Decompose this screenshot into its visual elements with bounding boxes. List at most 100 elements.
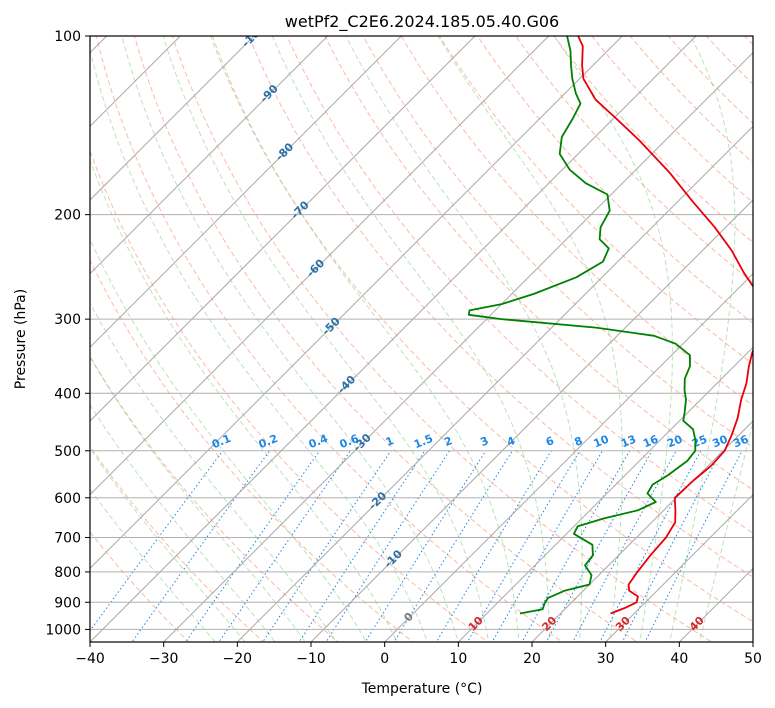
moist-adiabat [90,404,276,642]
mixing-ratio-line [393,450,513,642]
dry-adiabat [90,445,265,642]
y-axis: 100 200 300 400 500 600 700 800 900 1000 [45,29,90,638]
mixing-ratio-label: 13 [619,433,638,451]
dry-adiabat [210,36,753,623]
temperature-profile [577,36,753,615]
mixing-ratio-label: 1 [384,434,396,449]
y-tick-label: 300 [54,312,81,328]
moist-adiabat [162,36,490,642]
mixing-ratio-label: 25 [690,433,709,451]
mixing-ratio-line [185,450,321,642]
y-axis-label: Pressure (hPa) [13,289,29,389]
dry-adiabat [362,36,753,449]
pressure-gridlines [90,36,753,630]
isotherm-line [90,36,255,201]
dry-adiabat [667,36,753,125]
y-tick-label: 200 [54,208,81,224]
chart-title: wetPf2_C2E6.2024.185.05.40.G06 [285,12,559,32]
mixing-ratio-label: 20 [665,433,684,451]
mixing-ratio-label: 30 [711,433,730,451]
mixing-ratio-label: 36 [731,433,750,451]
plot-area: -100-90-80-70-60-50-40-30-20-100 10 20 30 40… [0,9,775,654]
x-tick-label: 40 [670,651,688,667]
x-axis: −40 −30 −20 −10 0 10 20 30 40 50 [75,642,762,667]
moist-adiabat [90,237,367,642]
dry-adiabat [400,36,753,407]
isotherm-line [457,346,753,642]
dry-adiabat [90,531,190,642]
moist-adiabat [553,36,673,642]
dry-adiabat [95,36,564,642]
dry-adiabat [171,36,713,642]
isotherm-line [752,641,753,642]
isotherm-labels: -100-90-80-70-60-50-40-30-20-100 10 20 30 40 [239,36,707,634]
x-tick-label: 0 [380,651,389,667]
moist-adiabat [211,36,520,642]
isotherm-line [90,36,476,422]
y-tick-label: 900 [54,595,81,611]
mixing-ratio-label: 0.1 [210,432,233,451]
dry-adiabat [286,36,753,534]
x-axis-label: Temperature (°C) [361,681,483,697]
moist-adiabat [669,36,736,642]
mixing-ratio-label: 10 [592,433,611,451]
x-tick-label: 20 [523,651,541,667]
isotherm-line [531,420,753,642]
y-tick-label: 100 [54,29,81,45]
isotherm-line [310,199,753,642]
dry-adiabat [438,36,753,365]
y-tick-label: 500 [54,444,81,460]
dry-adiabat [515,36,753,284]
x-tick-label: −40 [75,651,105,667]
mixing-ratio-label: 16 [641,433,660,451]
x-tick-label: −30 [149,651,179,667]
x-tick-label: 10 [449,651,467,667]
dry-adiabat [705,36,753,85]
moist-adiabat [437,36,623,642]
isotherm-line [90,36,697,642]
isotherm-line [604,493,753,642]
x-tick-label: −10 [296,651,326,667]
isotherm-line [90,36,182,128]
mixing-ratio-line [298,450,426,642]
dry-adiabat [324,36,753,491]
mixing-ratio-label: 8 [572,434,584,449]
y-tick-label: 800 [54,565,81,581]
isotherm-line [90,36,403,349]
isotherm-line [678,567,753,642]
y-tick-label: 400 [54,386,81,402]
moist-adiabat [90,158,398,642]
x-tick-label: −20 [223,651,253,667]
x-tick-label: 50 [744,651,762,667]
isotherm-line [236,125,753,642]
mixing-ratio-label: 3 [478,434,490,449]
isotherm-line [90,36,550,496]
moist-adiabats [90,36,753,642]
moist-adiabat [271,36,550,642]
isotherm-line [90,36,329,275]
dry-adiabat [90,355,340,642]
isotherm-line [162,51,753,642]
mixing-ratio-line [131,450,271,642]
moist-adiabat [121,36,459,642]
isotherm-line [0,9,60,654]
mixing-ratio-label: 2 [442,434,454,449]
dry-adiabat [133,36,638,642]
moist-adiabat [90,301,337,642]
mixing-ratio-label: 0.4 [307,432,330,451]
moist-adiabat [699,420,753,642]
y-tick-label: 1000 [45,622,81,638]
moist-adiabat [90,488,216,642]
moist-adiabat [90,48,428,642]
dry-adiabat [770,23,775,654]
isotherms [0,9,753,654]
mixing-ratio-lines [90,450,743,642]
dry-adiabat [90,258,414,642]
y-tick-label: 600 [54,491,81,507]
x-tick-label: 30 [597,651,615,667]
moist-adiabat [90,355,306,642]
isotherm-line [383,272,753,642]
profiles [467,36,753,615]
moist-adiabat [345,36,583,642]
